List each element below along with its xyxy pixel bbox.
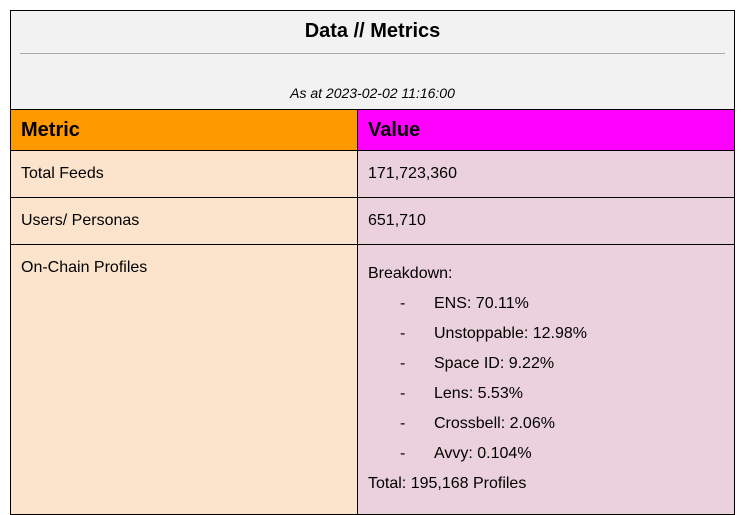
list-item: - Space ID: 9.22% [368, 349, 724, 379]
list-item: - Crossbell: 2.06% [368, 409, 724, 439]
list-item-text: Avvy: 0.104% [434, 445, 532, 462]
timestamp: As at 2023-02-02 11:16:00 [290, 85, 455, 101]
table-header: Metric Value [10, 109, 735, 151]
column-header-value: Value [357, 109, 735, 151]
divider [20, 53, 725, 54]
value-cell: 171,723,360 [357, 150, 735, 198]
list-item: - ENS: 70.11% [368, 289, 724, 319]
list-item-text: Space ID: 9.22% [434, 355, 555, 372]
value-cell: 651,710 [357, 197, 735, 245]
table-row: Users/ Personas 651,710 [10, 197, 735, 245]
table-row: Total Feeds 171,723,360 [10, 150, 735, 198]
page-title: Data // Metrics [304, 20, 441, 42]
value-cell: Breakdown: - ENS: 70.11% - Unstoppable: 12… [357, 244, 735, 515]
list-item-text: ENS: 70.11% [434, 295, 529, 312]
metric-cell: On-Chain Profiles [10, 244, 358, 515]
breakdown-label: Breakdown: [368, 265, 453, 282]
list-item-text: Lens: 5.53% [434, 385, 523, 402]
list-item: - Unstoppable: 12.98% [368, 319, 724, 349]
list-item-text: Crossbell: 2.06% [434, 415, 555, 432]
metrics-card: Data // Metrics As at 2023-02-02 11:16:0… [10, 10, 735, 515]
metric-cell: Total Feeds [10, 150, 358, 198]
metric-cell: Users/ Personas [10, 197, 358, 245]
list-item: - Avvy: 0.104% [368, 439, 724, 469]
list-item-text: Unstoppable: 12.98% [434, 325, 587, 342]
table-row: On-Chain Profiles Breakdown: - ENS: 70.11… [10, 244, 735, 515]
metrics-table: Metric Value Total Feeds 171,723,360 Use… [10, 109, 735, 515]
total-label: Total: 195,168 Profiles [368, 475, 527, 492]
column-header-metric: Metric [10, 109, 358, 151]
list-item: - Lens: 5.53% [368, 379, 724, 409]
